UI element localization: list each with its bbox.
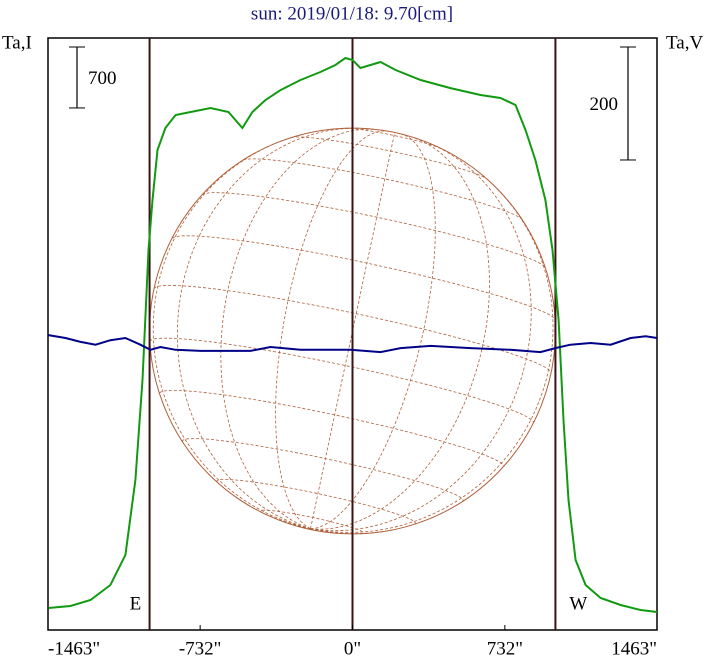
series-line: [48, 56, 658, 613]
x-tick-label: 732": [487, 638, 523, 659]
x-tick-label: 1463": [611, 638, 657, 659]
grid-line: [171, 235, 556, 320]
grid-line: [201, 192, 546, 268]
grid-line: [159, 390, 504, 467]
grid-line: [291, 136, 488, 180]
grid-line: [310, 171, 554, 533]
x-tick-label: 0": [344, 638, 361, 659]
grid-line: [310, 133, 436, 530]
grid-line: [310, 528, 338, 534]
y-axis-label: Ta,I: [2, 32, 32, 53]
y2-scale-bar-label: 200: [590, 94, 619, 115]
grid-line: [310, 143, 532, 532]
y2-axis-label: Ta,V: [666, 32, 703, 53]
grid-line: [177, 127, 359, 530]
series-line: [48, 334, 658, 354]
grid-line: [310, 132, 396, 529]
grid-line: [234, 495, 311, 530]
limb-label: W: [569, 593, 587, 614]
grid-line: [181, 438, 464, 502]
limb-label: E: [130, 593, 142, 614]
grid-line: [345, 127, 442, 149]
x-tick-label: -1463": [48, 638, 100, 659]
chart-title: sun: 2019/01/18: 9.70[cm]: [251, 3, 453, 24]
y-scale-bar-label: 700: [88, 68, 117, 89]
grid-line: [260, 509, 364, 535]
x-tick-label: -732": [179, 638, 222, 659]
grid-line: [310, 137, 490, 530]
grid-line: [275, 130, 388, 530]
grid-line: [216, 479, 416, 525]
grid-line: [153, 285, 552, 374]
grid-line: [310, 528, 315, 531]
grid-line: [242, 158, 523, 220]
grid-line: [220, 128, 375, 530]
